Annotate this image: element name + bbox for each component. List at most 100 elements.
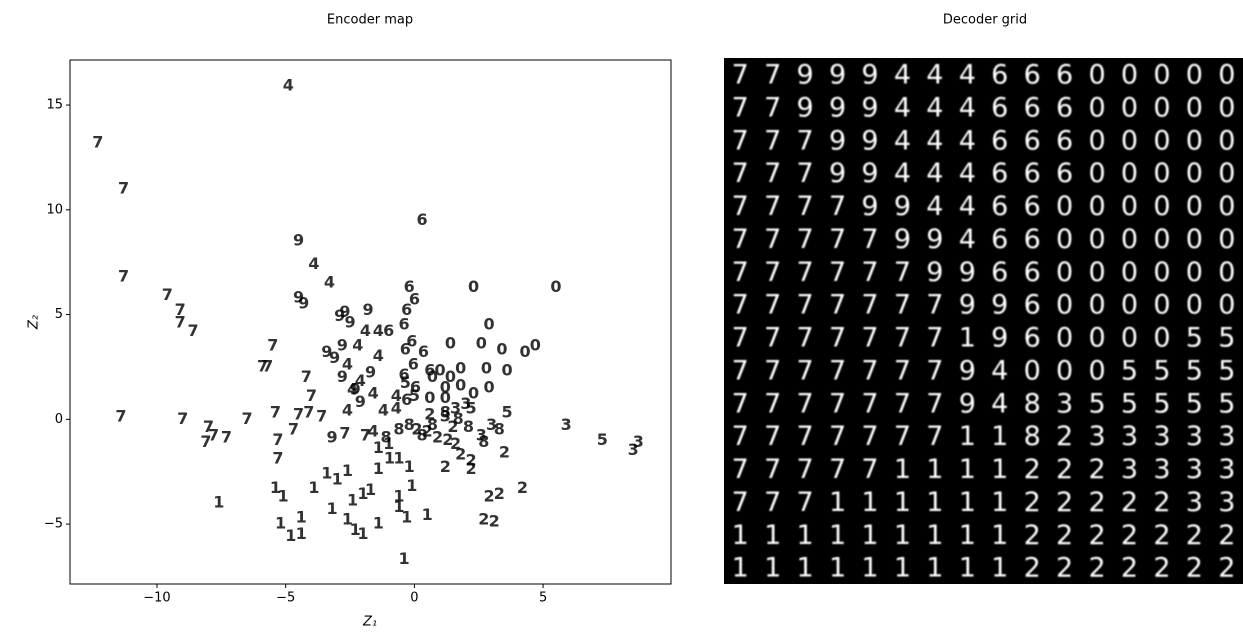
- point-label: 7: [272, 430, 283, 449]
- decoded-digit: 6: [1056, 60, 1073, 91]
- point-label: 8: [494, 419, 505, 438]
- decoded-digit: 7: [861, 454, 878, 485]
- decoded-digit: 7: [926, 388, 943, 419]
- decoded-digit: 6: [1024, 257, 1041, 288]
- decoded-digit: 7: [829, 454, 846, 485]
- decoded-digit: 6: [991, 257, 1008, 288]
- decoded-digit: 4: [959, 158, 976, 189]
- point-label: 8: [463, 417, 474, 436]
- decoded-digit: 9: [861, 92, 878, 123]
- point-label: 1: [373, 514, 384, 533]
- decoded-digit: 1: [926, 520, 943, 551]
- decoded-digit: 0: [1153, 125, 1170, 156]
- decoded-digit: 1: [861, 553, 878, 584]
- decoded-digit: 6: [1024, 60, 1041, 91]
- point-label: 0: [476, 333, 487, 352]
- decoded-digit: 6: [1024, 224, 1041, 255]
- point-label: 7: [118, 266, 129, 285]
- decoded-digit: 7: [732, 191, 749, 222]
- decoded-digit: 7: [861, 224, 878, 255]
- decoded-digit: 7: [732, 224, 749, 255]
- point-label: 7: [115, 407, 126, 426]
- decoded-digit: 7: [829, 224, 846, 255]
- decoded-digit: 7: [732, 257, 749, 288]
- point-label: 8: [404, 415, 415, 434]
- decoded-digit: 0: [1186, 290, 1203, 321]
- point-label: 8: [381, 428, 392, 447]
- point-label: 0: [455, 375, 466, 394]
- decoded-digit: 0: [1153, 224, 1170, 255]
- decoded-digit: 8: [1024, 388, 1041, 419]
- decoded-digit: 7: [797, 158, 814, 189]
- decoded-digit: 0: [1186, 60, 1203, 91]
- decoded-digit: 7: [764, 421, 781, 452]
- point-label: 0: [468, 277, 479, 296]
- point-label: 1: [213, 493, 224, 512]
- decoded-digit: 2: [1218, 553, 1235, 584]
- decoded-digit: 7: [764, 125, 781, 156]
- decoded-digit: 0: [1186, 224, 1203, 255]
- decoded-digit: 3: [1186, 421, 1203, 452]
- decoded-digit: 9: [959, 290, 976, 321]
- decoded-digit: 0: [1056, 323, 1073, 354]
- decoded-digit: 2: [1121, 520, 1138, 551]
- decoded-digit: 0: [1121, 92, 1138, 123]
- decoded-digit: 2: [1088, 487, 1105, 518]
- decoded-digit: 0: [1056, 257, 1073, 288]
- decoded-digit: 2: [1121, 487, 1138, 518]
- decoded-digit: 7: [797, 125, 814, 156]
- decoded-digit: 7: [732, 290, 749, 321]
- decoded-digit: 4: [959, 60, 976, 91]
- decoded-digit: 2: [1186, 553, 1203, 584]
- decoded-digit: 1: [797, 520, 814, 551]
- decoded-digit: 5: [1153, 355, 1170, 386]
- decoded-digit: 2: [1056, 520, 1073, 551]
- decoded-digit: 7: [797, 388, 814, 419]
- decoded-digit: 7: [764, 355, 781, 386]
- decoded-digit: 6: [1024, 92, 1041, 123]
- decoded-digit: 0: [1218, 257, 1235, 288]
- decoded-digit: 6: [1056, 92, 1073, 123]
- decoded-digit: 9: [861, 158, 878, 189]
- decoded-digit: 1: [732, 553, 749, 584]
- decoded-digit: 4: [894, 60, 911, 91]
- point-label: 7: [316, 407, 327, 426]
- decoded-digit: 6: [991, 92, 1008, 123]
- decoded-digit: 6: [1056, 125, 1073, 156]
- point-label: 9: [298, 294, 309, 313]
- point-label: 4: [324, 273, 335, 292]
- decoded-digit: 1: [894, 454, 911, 485]
- decoded-digit: 0: [1218, 224, 1235, 255]
- decoded-digit: 9: [797, 60, 814, 91]
- decoded-digit: 7: [732, 487, 749, 518]
- decoded-digit: 7: [894, 323, 911, 354]
- point-label: 7: [360, 426, 371, 445]
- decoded-digit: 0: [1153, 60, 1170, 91]
- point-label: 7: [301, 367, 312, 386]
- decoded-digit: 7: [797, 290, 814, 321]
- decoded-digit: 6: [1024, 323, 1041, 354]
- point-label: 7: [92, 132, 103, 151]
- decoded-digit: 0: [1024, 355, 1041, 386]
- decoded-digit: 2: [1153, 487, 1170, 518]
- point-label: 6: [383, 321, 394, 340]
- decoded-digit: 3: [1218, 421, 1235, 452]
- point-label: 8: [427, 415, 438, 434]
- point-label: 6: [401, 390, 412, 409]
- decoded-digit: 4: [894, 125, 911, 156]
- decoded-digit: 9: [959, 388, 976, 419]
- decoded-digit: 0: [1056, 224, 1073, 255]
- decoded-digit: 0: [1088, 290, 1105, 321]
- decoded-digit: 6: [1056, 158, 1073, 189]
- decoded-digit: 9: [829, 60, 846, 91]
- decoded-digit: 1: [991, 487, 1008, 518]
- decoded-digit: 7: [732, 388, 749, 419]
- decoded-digit: 4: [926, 158, 943, 189]
- decoded-digit: 2: [1088, 520, 1105, 551]
- point-label: 9: [339, 302, 350, 321]
- decoded-digit: 7: [894, 355, 911, 386]
- decoded-digit: 7: [797, 191, 814, 222]
- decoded-digit: 2: [1088, 454, 1105, 485]
- decoded-digit: 0: [1153, 92, 1170, 123]
- decoded-digit: 2: [1056, 421, 1073, 452]
